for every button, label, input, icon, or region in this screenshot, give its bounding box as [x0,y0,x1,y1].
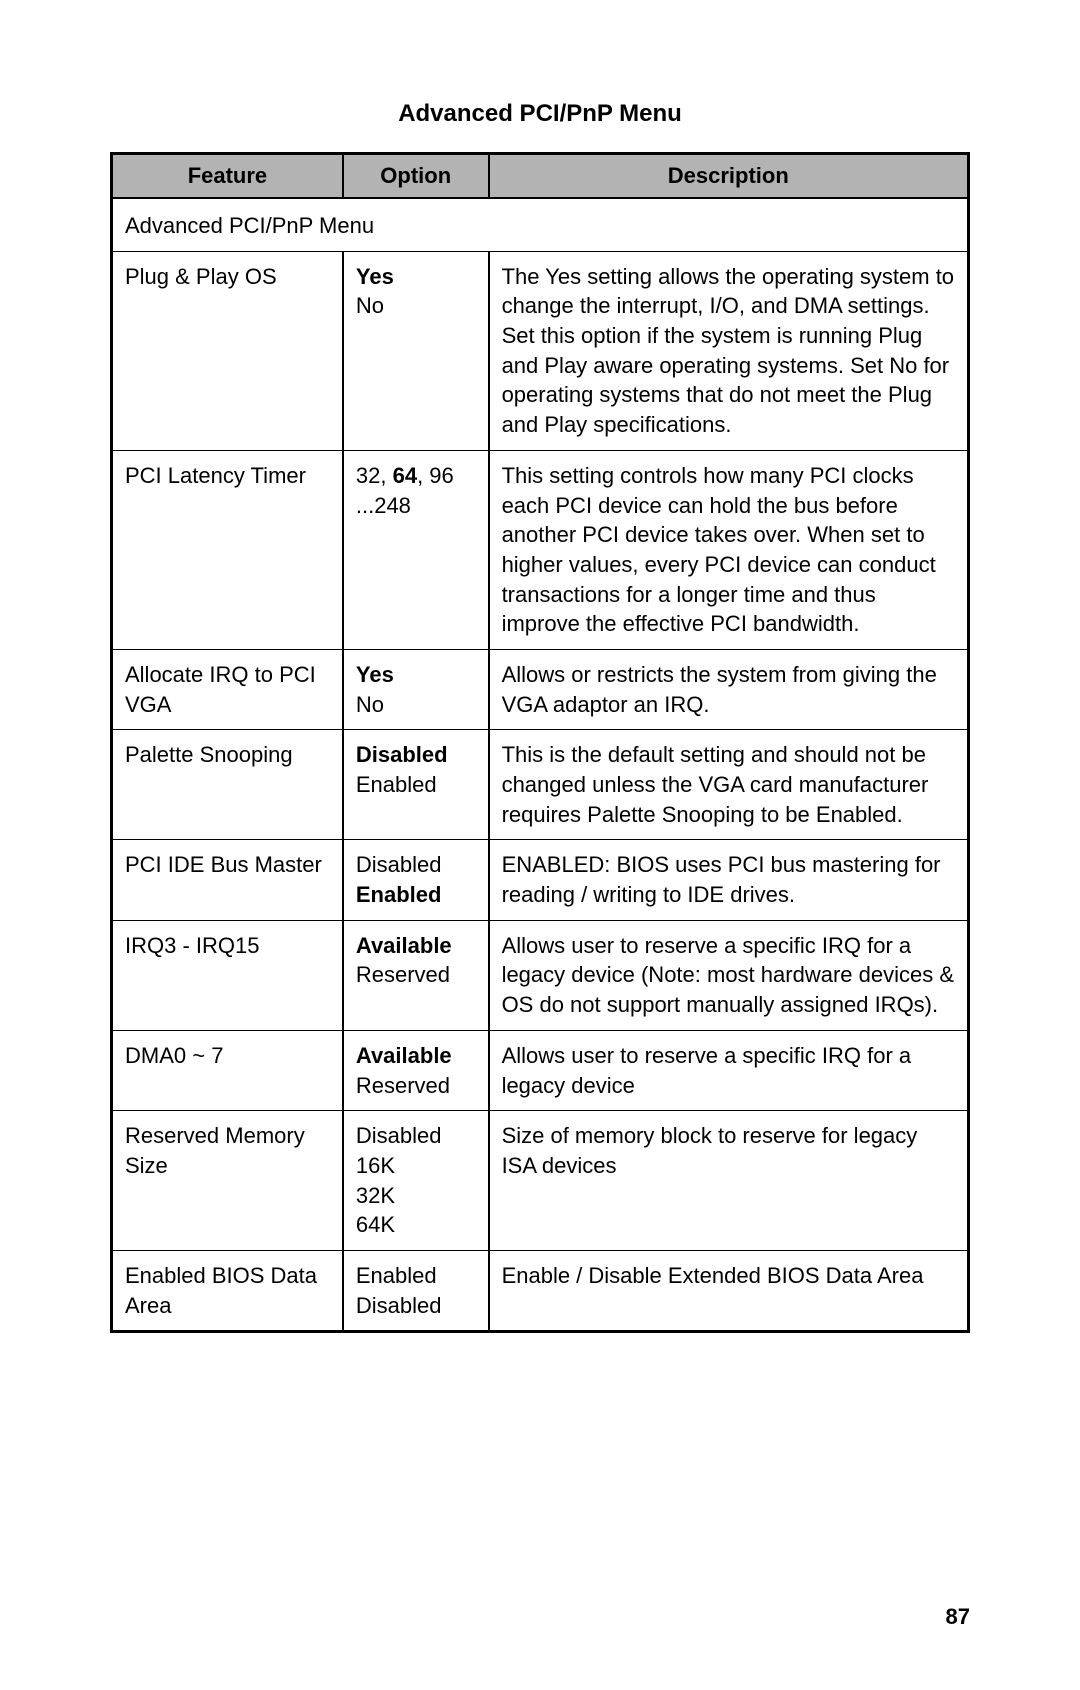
option-value: Available [356,1041,476,1071]
option-value: Yes [356,660,476,690]
col-header-option: Option [343,154,489,199]
feature-cell: PCI IDE Bus Master [112,840,343,920]
option-cell: YesNo [343,251,489,450]
table-row: DMA0 ~ 7AvailableReservedAllows user to … [112,1030,969,1110]
description-cell: Enable / Disable Extended BIOS Data Area [489,1250,969,1331]
description-cell: Allows user to reserve a specific IRQ fo… [489,920,969,1030]
table-row: PCI Latency Timer32, 64, 96...248This se… [112,450,969,649]
option-value: 32K [356,1181,476,1211]
option-cell: Disabled16K32K64K [343,1111,489,1251]
option-value: 32, 64, 96 [356,461,476,491]
option-value: No [356,690,476,720]
option-value: Enabled [356,770,476,800]
option-value: 16K [356,1151,476,1181]
section-row: Advanced PCI/PnP Menu [112,198,969,251]
section-label: Advanced PCI/PnP Menu [125,213,374,238]
option-cell: DisabledEnabled [343,730,489,840]
option-value: No [356,291,476,321]
option-value: Reserved [356,1071,476,1101]
description-cell: Size of memory block to reserve for lega… [489,1111,969,1251]
option-value: Available [356,931,476,961]
feature-cell: Allocate IRQ to PCI VGA [112,649,343,729]
feature-cell: Enabled BIOS Data Area [112,1250,343,1331]
description-cell: This is the default setting and should n… [489,730,969,840]
description-cell: Allows or restricts the system from givi… [489,649,969,729]
option-cell: AvailableReserved [343,1030,489,1110]
feature-cell: Reserved Memory Size [112,1111,343,1251]
table-row: PCI IDE Bus MasterDisabledEnabledENABLED… [112,840,969,920]
option-cell: 32, 64, 96...248 [343,450,489,649]
table-row: Plug & Play OSYesNoThe Yes setting allow… [112,251,969,450]
page-number: 87 [946,1604,970,1630]
option-cell: AvailableReserved [343,920,489,1030]
option-cell: EnabledDisabled [343,1250,489,1331]
description-cell: This setting controls how many PCI clock… [489,450,969,649]
option-value: Yes [356,262,476,292]
option-cell: YesNo [343,649,489,729]
col-header-description: Description [489,154,969,199]
description-cell: The Yes setting allows the operating sys… [489,251,969,450]
option-cell: DisabledEnabled [343,840,489,920]
description-cell: ENABLED: BIOS uses PCI bus mastering for… [489,840,969,920]
table-row: Enabled BIOS Data AreaEnabledDisabledEna… [112,1250,969,1331]
option-value: Enabled [356,1261,476,1291]
feature-cell: Palette Snooping [112,730,343,840]
col-header-feature: Feature [112,154,343,199]
option-value: Reserved [356,960,476,990]
table-row: Palette SnoopingDisabledEnabledThis is t… [112,730,969,840]
option-value: ...248 [356,491,476,521]
description-cell: Allows user to reserve a specific IRQ fo… [489,1030,969,1110]
bios-settings-table: Feature Option Description Advanced PCI/… [110,152,970,1333]
table-row: Reserved Memory SizeDisabled16K32K64KSiz… [112,1111,969,1251]
table-row: Allocate IRQ to PCI VGAYesNoAllows or re… [112,649,969,729]
page-title: Advanced PCI/PnP Menu [110,100,970,128]
option-value: 64K [356,1210,476,1240]
option-value: Disabled [356,850,476,880]
feature-cell: IRQ3 - IRQ15 [112,920,343,1030]
table-row: IRQ3 - IRQ15AvailableReservedAllows user… [112,920,969,1030]
feature-cell: PCI Latency Timer [112,450,343,649]
option-value: Disabled [356,740,476,770]
feature-cell: Plug & Play OS [112,251,343,450]
option-value: Disabled [356,1121,476,1151]
feature-cell: DMA0 ~ 7 [112,1030,343,1110]
option-value: Enabled [356,880,476,910]
option-value: Disabled [356,1291,476,1321]
table-header-row: Feature Option Description [112,154,969,199]
